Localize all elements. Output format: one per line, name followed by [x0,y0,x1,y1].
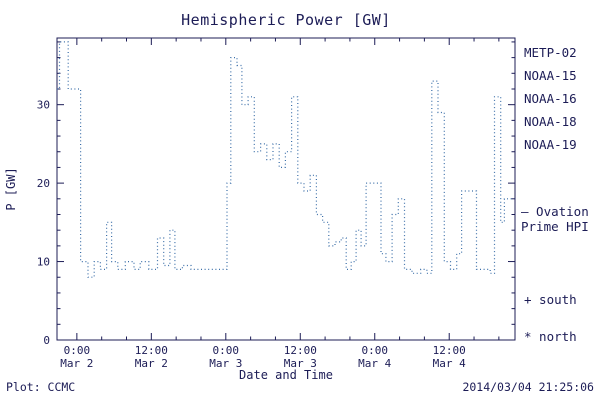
x-tick-date-label: Mar 3 [284,357,317,370]
y-tick-label: 30 [37,99,50,112]
legend-item-metp-02: METP-02 [524,45,577,60]
north-marker-label: * north [524,329,577,344]
plot-timestamp: 2014/03/04 21:25:06 [462,380,594,394]
plot-frame [56,37,516,341]
ovation-hpi-line [57,41,515,278]
x-tick-time-label: 0:00 [361,344,388,357]
x-tick-date-label: Mar 4 [433,357,466,370]
x-tick-time-label: 0:00 [213,344,240,357]
x-tick-time-label: 12:00 [135,344,168,357]
legend-item-noaa-19: NOAA-19 [524,137,577,152]
x-axis-label: Date and Time [239,368,333,382]
x-tick-date-label: Mar 2 [60,357,93,370]
ovation-hpi-label-line1: — Ovation [521,204,589,219]
x-tick-time-label: 12:00 [284,344,317,357]
x-tick-time-label: 12:00 [433,344,466,357]
right-annotations: — Ovation Prime HPI + south * north [521,204,589,344]
y-tick-label: 0 [43,334,50,347]
legend-item-noaa-16: NOAA-16 [524,91,577,106]
plot-credit: Plot: CCMC [6,380,75,394]
x-tick-date-label: Mar 4 [358,357,391,370]
y-tick-label: 10 [37,256,50,269]
ovation-hpi-label-line2: Prime HPI [521,219,589,234]
plot-series [57,41,515,278]
legend-item-noaa-15: NOAA-15 [524,68,577,83]
x-tick-date-label: Mar 2 [135,357,168,370]
x-tick-time-label: 0:00 [64,344,91,357]
x-tick-date-label: Mar 3 [209,357,242,370]
y-tick-label: 20 [37,177,50,190]
y-axis-label: P [GW] [4,167,18,210]
south-marker-label: + south [524,292,577,307]
legend-item-noaa-18: NOAA-18 [524,114,577,129]
satellite-legend: METP-02 NOAA-15 NOAA-16 NOAA-18 NOAA-19 [524,45,577,152]
chart-title: Hemispheric Power [GW] [181,11,391,29]
